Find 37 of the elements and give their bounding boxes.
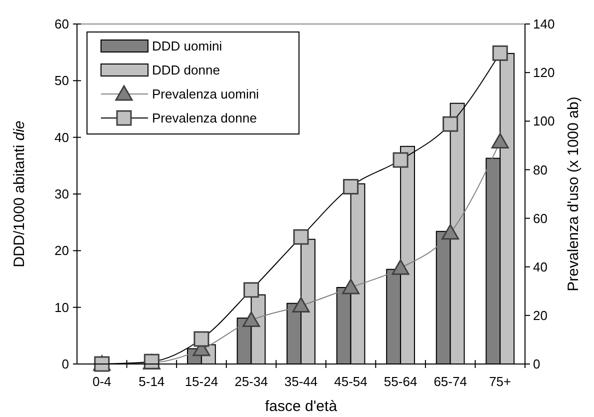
x-tick-label: 35-44 (284, 374, 318, 389)
x-tick-label: 75+ (489, 374, 512, 389)
y-tick-label: 50 (54, 73, 69, 88)
y-tick-label: 10 (54, 300, 69, 315)
x-tick-label: 0-4 (92, 374, 112, 389)
point (442, 224, 460, 240)
y2-tick-label: 60 (533, 210, 548, 226)
point (242, 312, 260, 328)
y2-tick-label: 120 (533, 65, 555, 80)
y2-tick-label: 80 (533, 162, 548, 178)
y-tick-label: 30 (54, 186, 69, 202)
x-axis-title: fasce d'età (264, 398, 338, 415)
x-tick-label: 15-24 (184, 374, 218, 389)
legend-label: DDD uomini (152, 38, 222, 54)
point (342, 278, 360, 294)
y2-tick-label: 140 (533, 16, 555, 32)
y-tick-label: 0 (62, 356, 69, 372)
point (491, 133, 509, 149)
point (292, 296, 310, 312)
y-axis-title: DDD/1000 abitanti die (11, 120, 28, 268)
x-tick-label: 45-54 (334, 374, 368, 389)
y2-tick-label: 100 (533, 114, 555, 129)
x-tick-label: 5-14 (138, 374, 165, 389)
x-tick-label: 65-74 (434, 374, 467, 389)
x-tick-label: 55-64 (384, 374, 418, 389)
legend-label: Prevalenza donne (152, 110, 257, 126)
y2-axis-title: Prevalenza d'uso (x 1000 ab) (565, 96, 582, 292)
y-tick-label: 60 (54, 16, 69, 32)
y-tick-label: 40 (54, 130, 69, 145)
legend-label: DDD donne (152, 62, 220, 78)
x-tick-label: 25-34 (234, 374, 268, 389)
y2-tick-label: 20 (533, 308, 548, 323)
point (392, 259, 410, 275)
y-tick-label: 20 (54, 243, 69, 258)
y2-tick-label: 40 (533, 259, 548, 274)
y2-tick-label: 0 (533, 356, 540, 372)
legend-label: Prevalenza uomini (152, 86, 260, 102)
